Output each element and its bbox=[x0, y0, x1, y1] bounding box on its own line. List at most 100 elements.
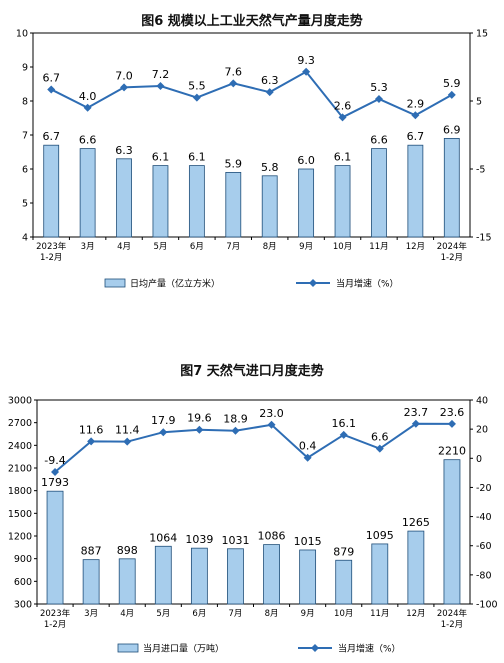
legend-line-label: 当月增速（%） bbox=[336, 278, 399, 290]
line-point bbox=[83, 103, 92, 112]
bar bbox=[190, 547, 208, 605]
line-point bbox=[229, 79, 238, 88]
x-category-label: 10月 bbox=[334, 609, 353, 619]
x-category-label: 1-2月 bbox=[441, 620, 463, 630]
bar-value-label: 1064 bbox=[149, 531, 177, 544]
y-left-tick-label: 1500 bbox=[8, 509, 32, 520]
x-category-label: 7月 bbox=[228, 609, 242, 619]
bar-value-label: 1793 bbox=[41, 476, 69, 489]
x-category-label: 1-2月 bbox=[44, 620, 66, 630]
y-left-tick-label: 4 bbox=[22, 233, 28, 244]
line-point bbox=[267, 420, 276, 429]
line-point bbox=[156, 82, 165, 91]
x-category-label: 2023年 bbox=[36, 241, 67, 252]
chart-title: 图7 天然气进口月度走势 bbox=[180, 364, 324, 379]
y-left-tick-label: 2700 bbox=[8, 418, 32, 429]
chart-panel-gas-import: 图7 天然气进口月度走势 300 600 900 1200 1500 1800 2100 24… bbox=[0, 350, 504, 663]
x-category-label: 2024年 bbox=[437, 241, 468, 252]
bar-value-label: 1265 bbox=[402, 516, 430, 529]
line-value-label: 6.6 bbox=[371, 431, 389, 444]
y-left-tick-label: 3000 bbox=[8, 396, 32, 407]
x-category-label: 12月 bbox=[406, 609, 425, 619]
gas-output-chart: 4 5 6 7 8 9 10 -15 -5 5 15 6.7 6.6 6.3 6.1 6.1 5.9 5.8 6.0… bbox=[16, 29, 492, 290]
line-point bbox=[47, 85, 56, 94]
y-left-tick-label: 300 bbox=[14, 600, 32, 611]
y-left-tick-label: 7 bbox=[22, 131, 28, 142]
y-right-tick-label: -80 bbox=[476, 570, 492, 581]
x-category-label: 6月 bbox=[190, 242, 204, 252]
y-right-tick-label: 15 bbox=[476, 29, 488, 40]
line-point bbox=[375, 444, 384, 453]
bar bbox=[118, 558, 136, 605]
x-category-label: 3月 bbox=[81, 242, 95, 252]
bar bbox=[443, 459, 461, 605]
line-value-label: 11.6 bbox=[79, 423, 104, 436]
line-value-label: 9.3 bbox=[297, 54, 315, 67]
x-category-label: 9月 bbox=[299, 242, 313, 252]
line-value-label: 5.3 bbox=[370, 81, 388, 94]
line-value-label: 7.6 bbox=[225, 65, 243, 78]
line-value-label: 23.7 bbox=[404, 406, 429, 419]
bar bbox=[334, 165, 351, 238]
bar bbox=[46, 490, 64, 605]
x-category-label: 2024年 bbox=[437, 608, 468, 619]
x-category-label: 4月 bbox=[117, 242, 131, 252]
x-category-label: 12月 bbox=[406, 242, 425, 252]
y-left-tick-label: 1800 bbox=[8, 486, 32, 497]
line-value-label: 7.2 bbox=[152, 68, 170, 81]
line-value-label: 23.0 bbox=[259, 407, 284, 420]
line-value-label: 16.1 bbox=[331, 417, 356, 430]
y-left-tick-label: 9 bbox=[22, 63, 28, 74]
bar bbox=[407, 530, 425, 605]
x-category-label: 8月 bbox=[263, 242, 277, 252]
bar-value-label: 6.7 bbox=[42, 130, 60, 143]
x-category-label: 8月 bbox=[265, 609, 279, 619]
line-point bbox=[51, 467, 60, 476]
y-left-tick-label: 600 bbox=[14, 577, 32, 588]
line-point bbox=[302, 67, 311, 76]
line-point bbox=[338, 113, 347, 122]
bar bbox=[371, 148, 387, 238]
x-category-label: 11月 bbox=[370, 609, 389, 619]
bar-value-label: 898 bbox=[117, 544, 138, 557]
line-value-label: 19.6 bbox=[187, 412, 212, 425]
bar-value-label: 6.6 bbox=[79, 134, 97, 147]
line-point bbox=[411, 111, 420, 120]
y-left-tick-label: 6 bbox=[22, 165, 28, 176]
y-left-tick-label: 2400 bbox=[8, 441, 32, 452]
plot-frame bbox=[32, 32, 471, 238]
line-value-label: 0.4 bbox=[299, 440, 317, 453]
line-value-label: 6.7 bbox=[42, 71, 60, 84]
line-value-label: -9.4 bbox=[44, 454, 65, 467]
line-point bbox=[447, 90, 456, 99]
y-right-tick-label: -100 bbox=[476, 600, 498, 611]
bar-value-label: 6.6 bbox=[370, 134, 388, 147]
legend-bar-label: 日均产量（亿立方米） bbox=[130, 278, 220, 290]
bar bbox=[82, 559, 100, 605]
legend-bar-label: 当月进口量（万吨） bbox=[143, 643, 224, 655]
x-category-label: 7月 bbox=[226, 242, 240, 252]
y-right-tick-label: 20 bbox=[476, 425, 488, 436]
x-category-label: 9月 bbox=[301, 609, 315, 619]
line-value-label: 11.4 bbox=[115, 424, 140, 437]
line-point bbox=[120, 83, 129, 92]
line-value-label: 5.9 bbox=[443, 77, 461, 90]
bar-value-label: 6.3 bbox=[115, 144, 133, 157]
y-right-tick-label: -60 bbox=[476, 541, 492, 552]
bar-value-label: 1039 bbox=[185, 533, 213, 546]
x-category-label: 3月 bbox=[84, 609, 98, 619]
legend-line-marker bbox=[309, 279, 317, 287]
bar-value-label: 5.8 bbox=[261, 161, 279, 174]
bar-value-label: 5.9 bbox=[225, 157, 243, 170]
line-point bbox=[303, 453, 312, 462]
bar-value-label: 1086 bbox=[258, 530, 286, 543]
line-value-label: 7.0 bbox=[115, 69, 133, 82]
x-category-label: 4月 bbox=[120, 609, 134, 619]
x-category-label: 2023年 bbox=[40, 608, 71, 619]
bar-value-label: 1031 bbox=[221, 534, 249, 547]
y-left-tick-label: 8 bbox=[22, 97, 28, 108]
bar-value-label: 1095 bbox=[366, 529, 394, 542]
legend-bar-swatch bbox=[104, 278, 126, 288]
x-category-label: 10月 bbox=[333, 242, 352, 252]
bar bbox=[298, 168, 315, 238]
